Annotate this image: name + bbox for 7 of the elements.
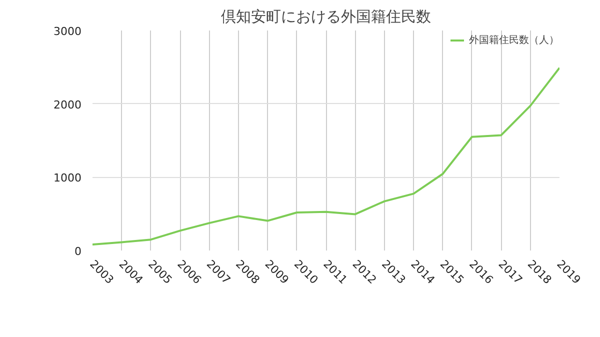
y-tick-label: 3000 xyxy=(54,25,82,38)
chart-title: 倶知安町における外国籍住民数 xyxy=(221,8,431,26)
y-tick-label: 1000 xyxy=(54,172,82,185)
legend-label: 外国籍住民数（人） xyxy=(469,34,559,47)
line-series xyxy=(92,66,560,246)
y-tick-label: 0 xyxy=(74,245,82,258)
y-tick-label: 2000 xyxy=(54,98,82,112)
